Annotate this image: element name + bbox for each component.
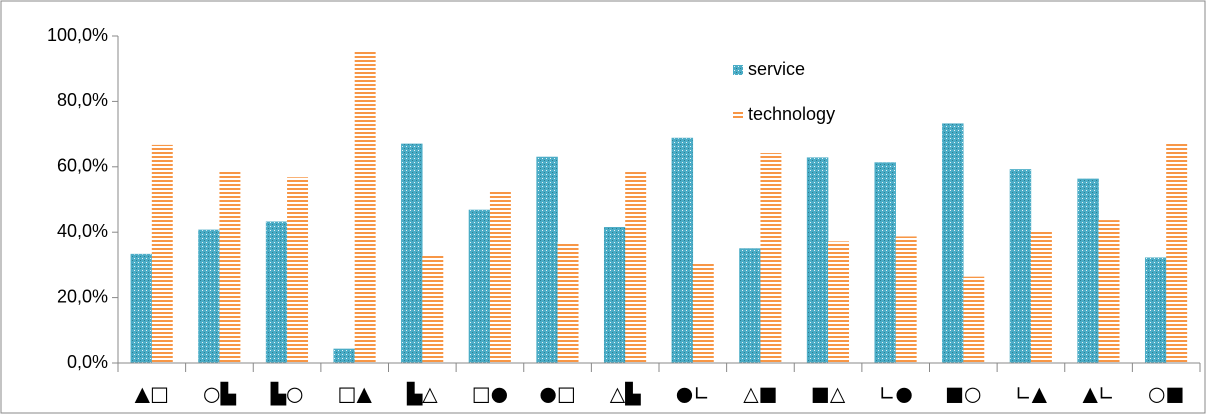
bar [692, 263, 714, 363]
bar [828, 241, 850, 363]
bar [333, 348, 355, 364]
x-tick-label: □● [472, 382, 508, 406]
bar [265, 221, 288, 364]
legend-label: technology [748, 104, 835, 124]
bar [1030, 230, 1052, 363]
x-tick-label: ●∟ [676, 382, 710, 406]
x-tick-label: ○■ [1148, 382, 1184, 406]
x-tick-label: △■ [743, 382, 777, 406]
bar [1166, 143, 1188, 363]
bar [806, 157, 829, 364]
bar [422, 255, 444, 363]
bar [489, 190, 511, 363]
bar [1144, 257, 1167, 364]
x-tick-label: ∟● [879, 382, 913, 406]
x-tick-label: ▙○ [270, 382, 304, 406]
x-tick-label: ∟▲ [1015, 382, 1048, 406]
y-tick-label: 20,0% [57, 286, 108, 306]
bar [198, 229, 220, 364]
bar [603, 227, 626, 364]
bar [354, 50, 376, 363]
bar [468, 209, 491, 364]
bar [963, 276, 985, 363]
bar [219, 170, 241, 363]
bar [739, 248, 761, 364]
bar [1009, 169, 1032, 364]
bar [895, 236, 917, 363]
bar [671, 137, 694, 364]
bar [942, 123, 964, 364]
bar [287, 177, 309, 363]
bar [1098, 220, 1120, 363]
x-tick-label: ▲∟ [1082, 382, 1114, 406]
bar [760, 153, 782, 363]
x-tick-label: ▙△ [406, 382, 438, 406]
x-tick-label: ■○ [945, 382, 981, 406]
bar [536, 156, 558, 364]
y-tick-label: 40,0% [57, 221, 108, 241]
y-tick-label: 0,0% [67, 352, 108, 372]
x-tick-label: ▲□ [135, 382, 169, 406]
x-tick-label: △▙ [610, 382, 641, 406]
x-tick-label: ■△ [811, 382, 846, 406]
bar [1077, 178, 1099, 364]
bar [874, 162, 896, 364]
bar [401, 143, 423, 364]
legend-label: service [748, 59, 805, 79]
y-tick-label: 80,0% [57, 90, 108, 110]
bar [625, 172, 647, 363]
y-tick-label: 60,0% [57, 156, 108, 176]
x-tick-label: ○▙ [203, 382, 236, 406]
legend-swatch [733, 65, 743, 75]
legend-swatch [733, 110, 743, 120]
bar [130, 253, 153, 364]
bar [557, 242, 579, 363]
x-tick-label: □▲ [338, 382, 373, 406]
y-tick-label: 100,0% [47, 25, 108, 45]
bar [151, 144, 173, 363]
x-tick-label: ●□ [539, 382, 575, 406]
